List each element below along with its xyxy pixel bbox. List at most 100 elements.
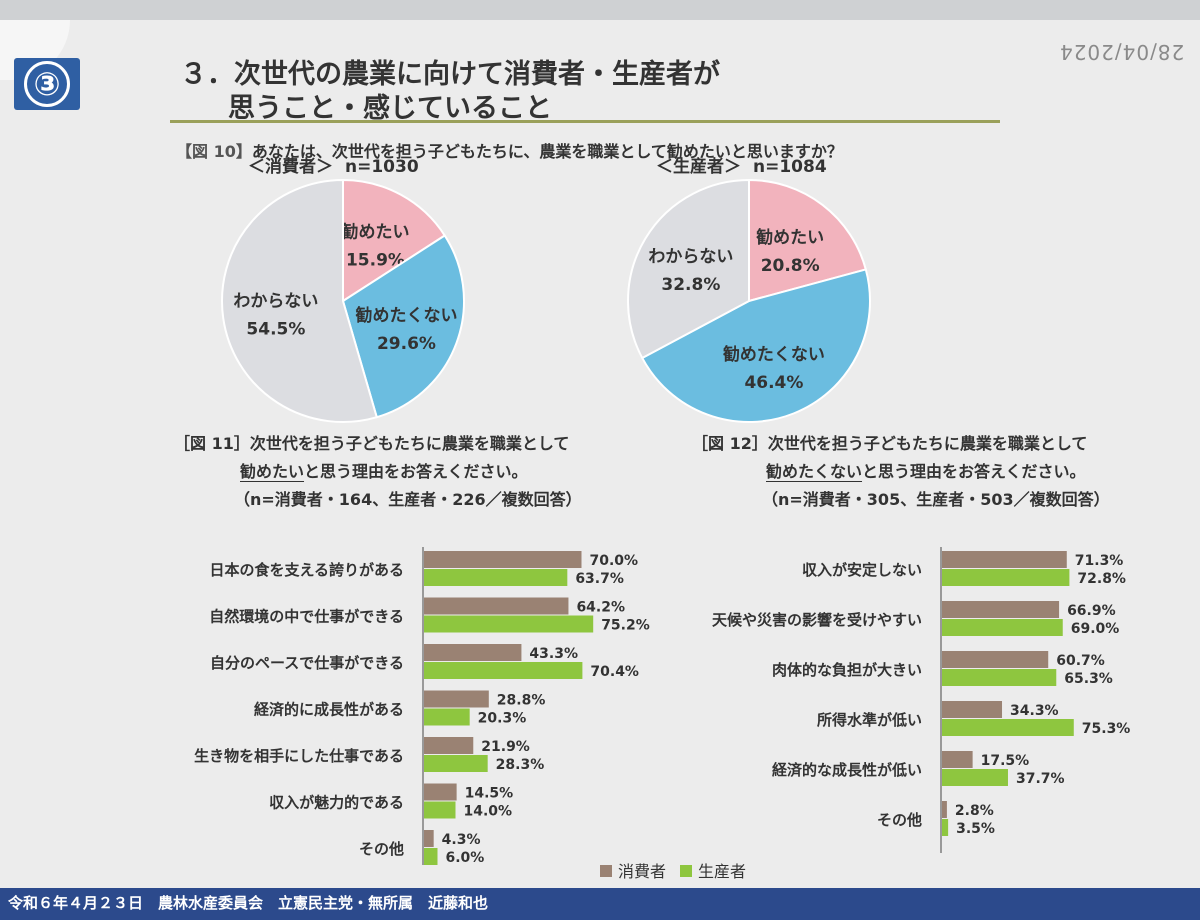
bar-value-label: 70.4% (590, 664, 639, 680)
bar-value-label: 63.7% (575, 571, 624, 587)
fig11-line1: 次世代を担う子どもたちに農業を職業として (249, 434, 570, 453)
pie-slice-2 (627, 178, 750, 360)
fig12-line1: 次世代を担う子どもたちに農業を職業として (767, 434, 1088, 453)
pie-slice-category: わからない (233, 292, 318, 312)
pie-slice-0 (748, 178, 868, 303)
title-line2: 思うこと・感じていること (228, 93, 552, 124)
bar-category-label: 日本の食を支える誇りがある (209, 561, 404, 579)
bar-value-label: 4.3% (442, 832, 481, 848)
bar-value-label: 65.3% (1064, 671, 1113, 687)
pie-chart-consumer: 勧めたい 15.9% 勧めたくない 29.6% わからない 54.5% (221, 178, 465, 423)
bar-consumer (424, 551, 582, 568)
bar-value-label: 75.3% (1082, 721, 1131, 737)
bar-category-label: 生き物を相手にした仕事である (194, 747, 404, 765)
section-badge: ③ (14, 58, 80, 110)
bar-producer (942, 569, 1070, 586)
title-line1: ３．次世代の農業に向けて消費者・生産者が (180, 59, 720, 90)
pie-slice-2 (221, 178, 378, 423)
fig11-underline: 勧めたい (240, 462, 305, 481)
bar-value-label: 70.0% (590, 553, 639, 569)
bar-producer (942, 719, 1074, 736)
bar-value-label: 3.5% (956, 821, 995, 837)
bar-consumer (424, 737, 474, 754)
bar-value-label: 71.3% (1075, 553, 1124, 569)
date-stamp: 28/04/2024 (1058, 40, 1184, 64)
bar-consumer (424, 783, 457, 801)
pie-slice-category: 勧めたい (341, 222, 409, 243)
bar-value-label: 2.8% (955, 803, 994, 819)
bar-consumer (942, 751, 973, 768)
bar-value-label: 43.3% (529, 646, 578, 662)
fig12-line2: と思う理由をお答えください。 (862, 462, 1086, 481)
pie-slice-0 (342, 178, 447, 303)
bar-producer (942, 669, 1057, 686)
pie-slice-value: 54.5% (246, 320, 305, 340)
bar-producer (424, 708, 470, 726)
pie2-title: ＜生産者＞ (656, 157, 741, 177)
bar-value-label: 64.2% (576, 600, 625, 616)
bar-category-label: 収入が安定しない (802, 561, 922, 579)
bar-value-label: 72.8% (1077, 571, 1126, 587)
pie-slice-value: 46.4% (744, 373, 803, 393)
bar-value-label: 6.0% (446, 850, 485, 865)
legend-producer: 生産者 (680, 858, 746, 882)
pie-slice-value: 32.8% (661, 275, 720, 295)
bar-producer (942, 769, 1008, 786)
fig12-underline: 勧めたくない (766, 462, 863, 481)
fig10-number: 【図 10】 (176, 142, 252, 161)
pie1-header: ＜消費者＞ n=1030 (248, 152, 419, 177)
legend-consumer-swatch (600, 865, 612, 877)
legend-producer-label: 生産者 (698, 862, 747, 881)
title-rule (170, 120, 1000, 123)
pie2-n: n=1084 (753, 157, 827, 177)
bar-producer (424, 615, 594, 633)
section-title: ３．次世代の農業に向けて消費者・生産者が 思うこと・感じていること (180, 58, 720, 126)
bar-value-label: 66.9% (1067, 603, 1116, 619)
bar-value-label: 17.5% (981, 753, 1030, 769)
bar-producer (424, 848, 438, 865)
bar-producer (424, 662, 583, 679)
pie-slice-value: 15.9% (346, 251, 405, 271)
fig12-note: （n=消費者・305、生産者・503／複数回答） (762, 490, 1110, 509)
pie-slice-1 (341, 234, 465, 419)
bar-producer (942, 619, 1063, 636)
pie-slice-category: 勧めたくない (723, 344, 825, 365)
fig10-question: 【図 10】あなたは、次世代を担う子どもたちに、農業を職業として勧めたいと思いま… (176, 138, 843, 162)
pie1-n: n=1030 (345, 157, 419, 177)
pie-slice-value: 29.6% (377, 334, 436, 354)
bar-consumer (424, 644, 522, 661)
bar-category-label: 天候や災害の影響を受けやすい (712, 611, 922, 629)
bar-producer (424, 801, 456, 819)
bar-value-label: 28.3% (496, 757, 545, 773)
bar-value-label: 21.9% (481, 739, 530, 755)
pie-slice-category: 勧めたい (756, 227, 824, 248)
fig12-question: ［図 12］次世代を担う子どもたちに農業を職業として 勧めたくないと思う理由をお… (692, 430, 1110, 514)
fig11-number: ［図 11］ (174, 434, 250, 453)
legend-producer-swatch (680, 865, 693, 877)
bar-consumer (424, 597, 569, 615)
bar-chart-not-recommend: 収入が安定しない 71.3% 72.8% 天候や災害の影響を受けやすい 66.9% 69.… (712, 547, 1131, 853)
fig12-number: ［図 12］ (692, 434, 768, 453)
bar-chart-recommend: 日本の食を支える誇りがある 70.0% 63.7% 自然環境の中で仕事ができる 64.2… (194, 547, 650, 865)
footer-bar: 令和６年４月２３日 農林水産委員会 立憲民主党・無所属 近藤和也 (0, 888, 1200, 920)
fig11-question: ［図 11］次世代を担う子どもたちに農業を職業として 勧めたいと思う理由をお答え… (174, 430, 582, 514)
bar-category-label: 収入が魅力的である (269, 794, 404, 812)
bar-category-label: その他 (359, 840, 404, 858)
bar-value-label: 75.2% (601, 618, 650, 634)
bar-axis (940, 547, 942, 853)
bar-value-label: 14.5% (465, 786, 514, 802)
bar-category-label: 経済的な成長性が低い (772, 761, 922, 779)
bar-category-label: 経済的に成長性がある (254, 701, 404, 719)
pie-slice-category: 勧めたくない (355, 305, 457, 326)
bar-consumer (942, 801, 947, 818)
bar-value-label: 34.3% (1010, 703, 1059, 719)
bar-category-label: 所得水準が低い (817, 711, 922, 729)
bar-value-label: 69.0% (1071, 621, 1120, 637)
pie1-title: ＜消費者＞ (248, 157, 333, 177)
pie-slice-category: わからない (648, 247, 733, 267)
section-number: ③ (24, 61, 70, 107)
bar-value-label: 28.8% (497, 693, 546, 709)
bar-consumer (942, 701, 1003, 718)
bar-category-label: 自分のペースで仕事ができる (210, 654, 404, 672)
bar-producer (424, 755, 488, 772)
